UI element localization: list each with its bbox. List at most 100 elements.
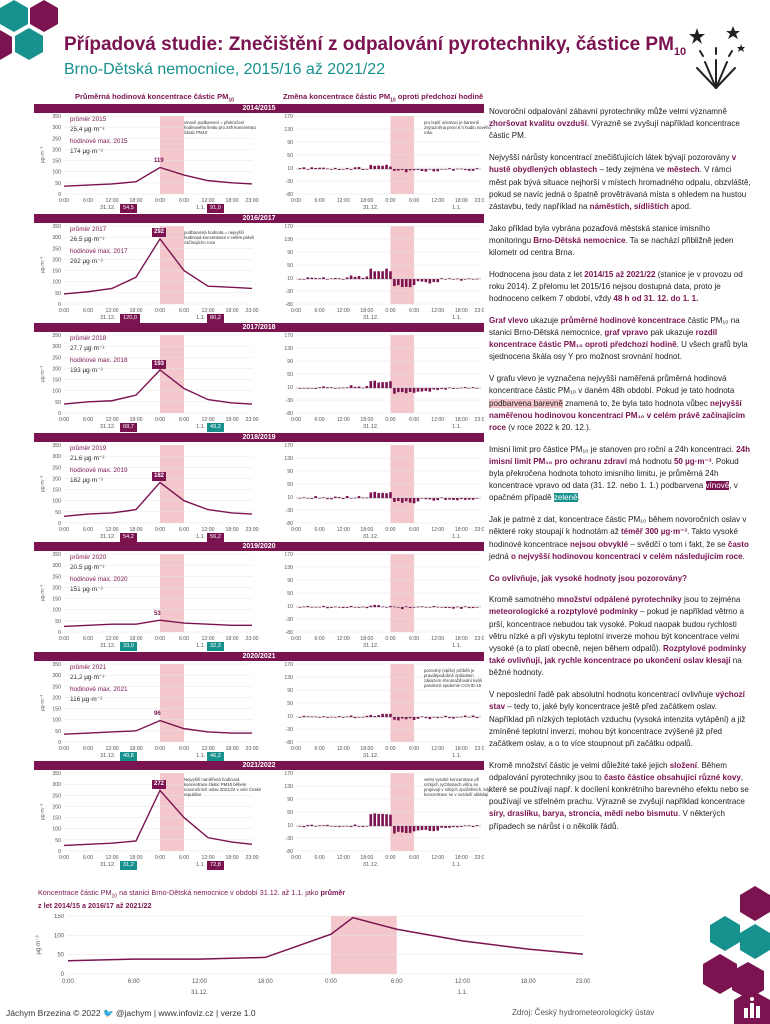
date-right: 1.1.: [196, 314, 206, 321]
x-tick-label: 12:00: [337, 855, 350, 861]
change-bar: [436, 716, 440, 718]
change-bar: [452, 497, 455, 500]
avg-24h-badge-1: 33,0: [120, 642, 137, 651]
change-bar: [393, 497, 396, 502]
change-bar: [318, 277, 321, 279]
x-tick-label: 0:00: [59, 417, 69, 423]
x-tick-label: 12:00: [106, 308, 119, 314]
y-tick-label: -30: [286, 508, 294, 514]
change-bar: [444, 388, 447, 390]
change-bar: [330, 716, 333, 717]
x-tick-label: 23:00: [246, 855, 259, 861]
change-bar: [463, 169, 467, 171]
bottom-average-chart: 150 100 50 0 µg·m⁻³ 0:00 6:00 12:00 18:00 0:00 6:0…: [36, 914, 590, 996]
change-bar: [369, 605, 373, 608]
max-value: 174 µg·m⁻³: [70, 148, 103, 155]
x-tick-label: 6:00: [315, 417, 325, 423]
change-bar: [334, 277, 337, 279]
x-tick-label: 6:00: [409, 308, 419, 314]
change-bar: [357, 607, 361, 608]
y-tick-label: 300: [52, 673, 61, 679]
change-bar: [432, 278, 436, 282]
y-tick-label: 50: [287, 263, 293, 269]
change-bar: [436, 826, 440, 831]
change-bar: [420, 278, 424, 282]
change-bar: [471, 278, 475, 280]
y-axis-label: µg·m⁻³: [40, 585, 46, 602]
season-panel: 2014/2015 průměr 2015 25,4 µg·m⁻³ hodinové …: [34, 104, 491, 214]
change-bar: [471, 826, 475, 828]
date-right: 1.1.: [196, 752, 206, 759]
y-tick-label: 150: [54, 914, 65, 920]
change-bar: [306, 497, 310, 499]
change-bar: [314, 495, 317, 498]
change-bar: [400, 716, 404, 719]
change-bar: [432, 716, 436, 718]
change-bar: [420, 715, 424, 717]
change-bar: [412, 607, 416, 608]
change-bar: [322, 825, 325, 827]
y-tick-label: 350: [52, 771, 61, 777]
x-tick-label: 18:00: [226, 308, 239, 314]
change-bar: [416, 278, 420, 281]
season-header: 2016/2017: [34, 213, 484, 223]
x-tick-label: 12:00: [106, 855, 119, 861]
change-bar: [322, 715, 325, 717]
change-bar: [385, 607, 388, 608]
y-tick-label: 350: [52, 333, 61, 339]
y-axis-label: µg·m⁻³: [40, 694, 46, 711]
change-bar: [345, 276, 349, 279]
x-tick-label: 18:00: [455, 308, 468, 314]
change-bar: [330, 497, 333, 499]
change-bar: [326, 168, 329, 170]
y-tick-label: -80: [286, 849, 294, 855]
x-tick-label: 18:00: [130, 855, 143, 861]
x-tick-label: 6:00: [179, 527, 189, 533]
change-bar: [397, 607, 400, 608]
avg-value: 26,5 µg·m⁻³: [70, 235, 105, 243]
annotation-right: velmi vysoké koncentrace při nízkých ryc…: [424, 777, 491, 797]
change-bar: [345, 825, 349, 827]
change-bar: [424, 826, 428, 830]
change-bar: [416, 606, 420, 608]
change-bar: [318, 716, 321, 718]
y-tick-label: 300: [52, 782, 61, 788]
date-right: 1.1.: [452, 643, 462, 649]
new-year-band: [160, 444, 184, 523]
change-bar: [365, 169, 369, 170]
x-tick-label: 0:00: [385, 308, 395, 314]
change-bar: [440, 826, 443, 828]
y-tick-label: 130: [284, 456, 293, 462]
change-bar: [353, 716, 357, 718]
change-bar: [298, 497, 302, 499]
change-bar: [381, 165, 384, 170]
change-bar: [436, 169, 440, 172]
change-bar: [357, 167, 361, 170]
season-charts: 350 300 250 200 150 100 50 0 µg·m⁻³ 0:00 6:00 12:00…: [40, 443, 484, 533]
change-bar: [330, 169, 333, 170]
max-label: hodinové max. 2020: [70, 576, 128, 583]
x-tick-label: 6:00: [128, 979, 140, 985]
change-bar: [310, 606, 314, 608]
change-bar: [408, 169, 412, 171]
change-bar: [440, 169, 443, 170]
change-bar: [428, 497, 432, 499]
x-tick-label: 0:00: [291, 198, 301, 204]
x-tick-label: 12:00: [337, 636, 350, 642]
change-bar: [452, 826, 455, 828]
x-tick-label: 0:00: [155, 417, 165, 423]
y-tick-label: 130: [284, 675, 293, 681]
y-tick-label: 170: [284, 552, 293, 558]
explanation-paragraph: Novoroční odpalování zábavní pyrotechnik…: [489, 107, 740, 141]
avg-24h-badge-2: 72,8: [207, 861, 224, 870]
y-tick-label: 90: [287, 140, 293, 146]
y-tick-label: 90: [287, 250, 293, 256]
x-tick-label: 23:00: [475, 527, 484, 533]
x-tick-label: 12:00: [337, 308, 350, 314]
x-tick-label: 18:00: [130, 417, 143, 423]
y-tick-label: -80: [286, 302, 294, 308]
change-bar: [381, 713, 384, 717]
x-tick-label: 0:00: [59, 855, 69, 861]
change-bar: [444, 826, 447, 829]
x-tick-label: 6:00: [409, 417, 419, 423]
